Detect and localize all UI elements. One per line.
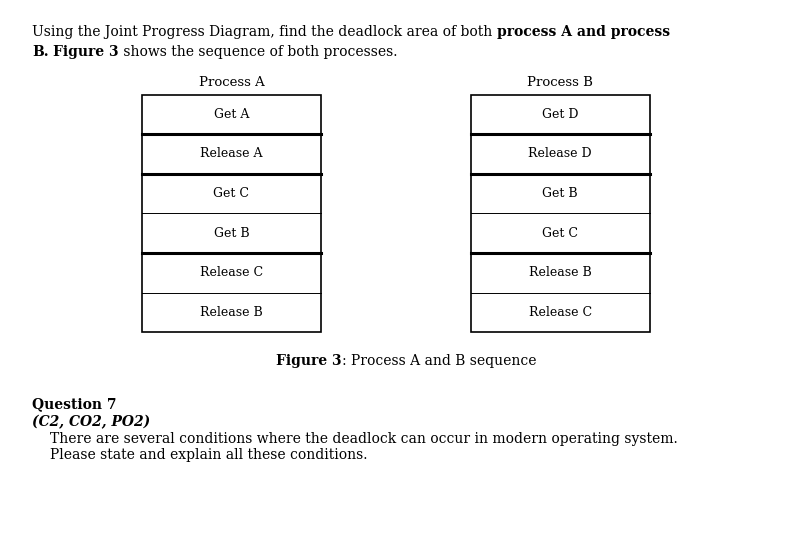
Text: Get C: Get C bbox=[542, 227, 577, 240]
Text: Get C: Get C bbox=[213, 187, 249, 200]
Text: Release B: Release B bbox=[200, 306, 263, 319]
Text: Question 7: Question 7 bbox=[32, 397, 117, 411]
Bar bbox=[142, 94, 320, 332]
Text: process A and process: process A and process bbox=[496, 25, 669, 39]
Text: Release C: Release C bbox=[528, 306, 591, 319]
Text: Release D: Release D bbox=[528, 147, 591, 160]
Text: Process A: Process A bbox=[199, 76, 264, 89]
Text: (C2, CO2, PO2): (C2, CO2, PO2) bbox=[32, 415, 151, 429]
Text: Please state and explain all these conditions.: Please state and explain all these condi… bbox=[50, 448, 367, 462]
Text: Get A: Get A bbox=[213, 108, 249, 121]
Text: Using the Joint Progress Diagram, find the deadlock area of both: Using the Joint Progress Diagram, find t… bbox=[32, 25, 496, 39]
Bar bbox=[470, 94, 649, 332]
Text: Get B: Get B bbox=[542, 187, 577, 200]
Text: Figure 3: Figure 3 bbox=[54, 45, 119, 59]
Text: : Process A and B sequence: : Process A and B sequence bbox=[341, 354, 535, 368]
Text: There are several conditions where the deadlock can occur in modern operating sy: There are several conditions where the d… bbox=[50, 432, 677, 446]
Text: Release A: Release A bbox=[200, 147, 262, 160]
Text: shows the sequence of both processes.: shows the sequence of both processes. bbox=[119, 45, 397, 59]
Text: Release B: Release B bbox=[528, 266, 591, 279]
Text: Process B: Process B bbox=[526, 76, 593, 89]
Text: Release C: Release C bbox=[200, 266, 263, 279]
Text: Get D: Get D bbox=[542, 108, 577, 121]
Text: Figure 3: Figure 3 bbox=[276, 354, 341, 368]
Text: Get B: Get B bbox=[213, 227, 249, 240]
Text: B.: B. bbox=[32, 45, 49, 59]
